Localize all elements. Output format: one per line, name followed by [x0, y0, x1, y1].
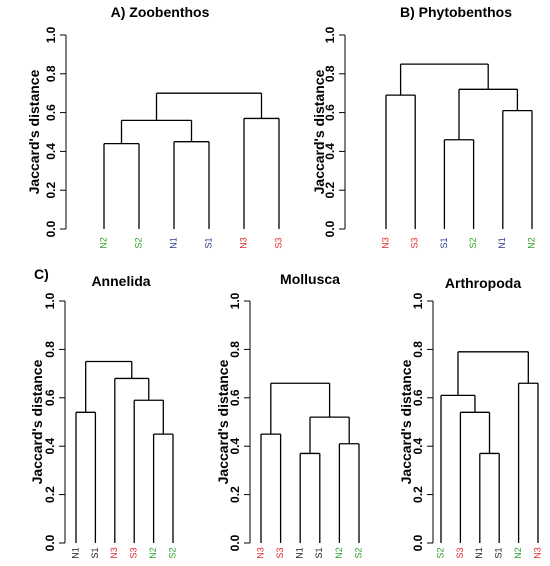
y-tick-label: 1.0 — [228, 292, 242, 309]
y-tick-label: 0.0 — [323, 220, 337, 237]
y-tick-label: 0.0 — [44, 220, 58, 237]
leaf-label: N2 — [334, 547, 344, 559]
leaf-label: N3 — [109, 547, 119, 559]
y-tick-label: 0.0 — [43, 534, 57, 551]
leaf-label: S1 — [90, 547, 100, 558]
y-tick-label: 1.0 — [43, 292, 57, 309]
dendrogram-panel-2: B) Phytobenthos Jaccard's distance 0.0 0.2 0… — [311, 4, 536, 249]
y-axis-label: Jaccard's distance — [311, 69, 327, 194]
y-tick-label: 1.0 — [323, 26, 337, 43]
dendrogram-panel-1: A) Zoobenthos Jaccard's distance 0.0 0.2 0.4… — [26, 4, 283, 249]
y-tick-label: 0.2 — [323, 182, 337, 199]
y-tick-label: 0.6 — [228, 389, 242, 406]
panel-title: B) Phytobenthos — [400, 4, 512, 20]
leaf-label: N1 — [474, 547, 484, 559]
y-tick-label: 0.4 — [228, 438, 242, 455]
y-tick-label: 0.8 — [44, 65, 58, 82]
y-tick-label: 0.4 — [43, 438, 57, 455]
panel-title: Mollusca — [280, 271, 340, 287]
leaf-label: S1 — [314, 547, 324, 558]
y-tick-label: 1.0 — [44, 26, 58, 43]
leaf-label: S2 — [167, 547, 177, 558]
leaf-label: S3 — [129, 547, 139, 558]
leaf-label: N3 — [238, 237, 248, 249]
dendrogram-panel-5: Arthropoda Jaccard's distance 0.0 0.2 0.4 0.6… — [398, 275, 542, 559]
leaf-label: S3 — [275, 547, 285, 558]
panel-title: Arthropoda — [445, 275, 521, 291]
y-tick-label: 0.2 — [43, 486, 57, 503]
leaf-label: N2 — [526, 237, 536, 249]
y-tick-label: 0.4 — [44, 143, 58, 160]
leaf-label: S2 — [353, 547, 363, 558]
y-tick-label: 0.0 — [411, 534, 425, 551]
y-tick-label: 0.8 — [411, 341, 425, 358]
y-axis-label: Jaccard's distance — [29, 359, 45, 484]
leaf-label: N2 — [148, 547, 158, 559]
y-tick-label: 0.6 — [411, 389, 425, 406]
leaf-label: N3 — [380, 237, 390, 249]
y-tick-label: 0.6 — [44, 104, 58, 121]
y-axis-label: Jaccard's distance — [26, 69, 42, 194]
leaf-label: N1 — [295, 547, 305, 559]
leaf-label: S3 — [410, 237, 420, 248]
leaf-label: N2 — [513, 547, 523, 559]
leaf-label: S1 — [494, 547, 504, 558]
leaf-label: N2 — [98, 237, 108, 249]
leaf-label: N1 — [497, 237, 507, 249]
dendrogram-panel-3: Annelida Jaccard's distance 0.0 0.2 0.4 0.6 0.… — [29, 273, 177, 559]
section-c-label: C) — [34, 266, 49, 282]
y-tick-label: 1.0 — [411, 292, 425, 309]
leaf-label: N1 — [70, 547, 80, 559]
y-tick-label: 0.0 — [228, 534, 242, 551]
leaf-label: N3 — [255, 547, 265, 559]
leaf-label: S3 — [273, 237, 283, 248]
y-axis-label: Jaccard's distance — [398, 359, 414, 484]
y-tick-label: 0.2 — [411, 486, 425, 503]
y-tick-label: 0.4 — [411, 438, 425, 455]
y-tick-label: 0.4 — [323, 143, 337, 160]
y-tick-label: 0.6 — [323, 104, 337, 121]
leaf-label: N1 — [168, 237, 178, 249]
leaf-label: S2 — [468, 237, 478, 248]
leaf-label: N3 — [532, 547, 542, 559]
leaf-label: S2 — [133, 237, 143, 248]
panel-title: Annelida — [91, 273, 150, 289]
leaf-label: S1 — [439, 237, 449, 248]
leaf-label: S3 — [455, 547, 465, 558]
leaf-label: S2 — [435, 547, 445, 558]
y-tick-label: 0.2 — [44, 182, 58, 199]
leaf-label: S1 — [203, 237, 213, 248]
y-tick-label: 0.2 — [228, 486, 242, 503]
y-tick-label: 0.8 — [228, 341, 242, 358]
panel-title: A) Zoobenthos — [111, 4, 210, 20]
y-axis-label: Jaccard's distance — [215, 359, 231, 484]
y-tick-label: 0.8 — [323, 65, 337, 82]
dendrogram-panel-4: Mollusca Jaccard's distance 0.0 0.2 0.4 0.6 0.… — [215, 271, 363, 559]
y-tick-label: 0.6 — [43, 389, 57, 406]
y-tick-label: 0.8 — [43, 341, 57, 358]
